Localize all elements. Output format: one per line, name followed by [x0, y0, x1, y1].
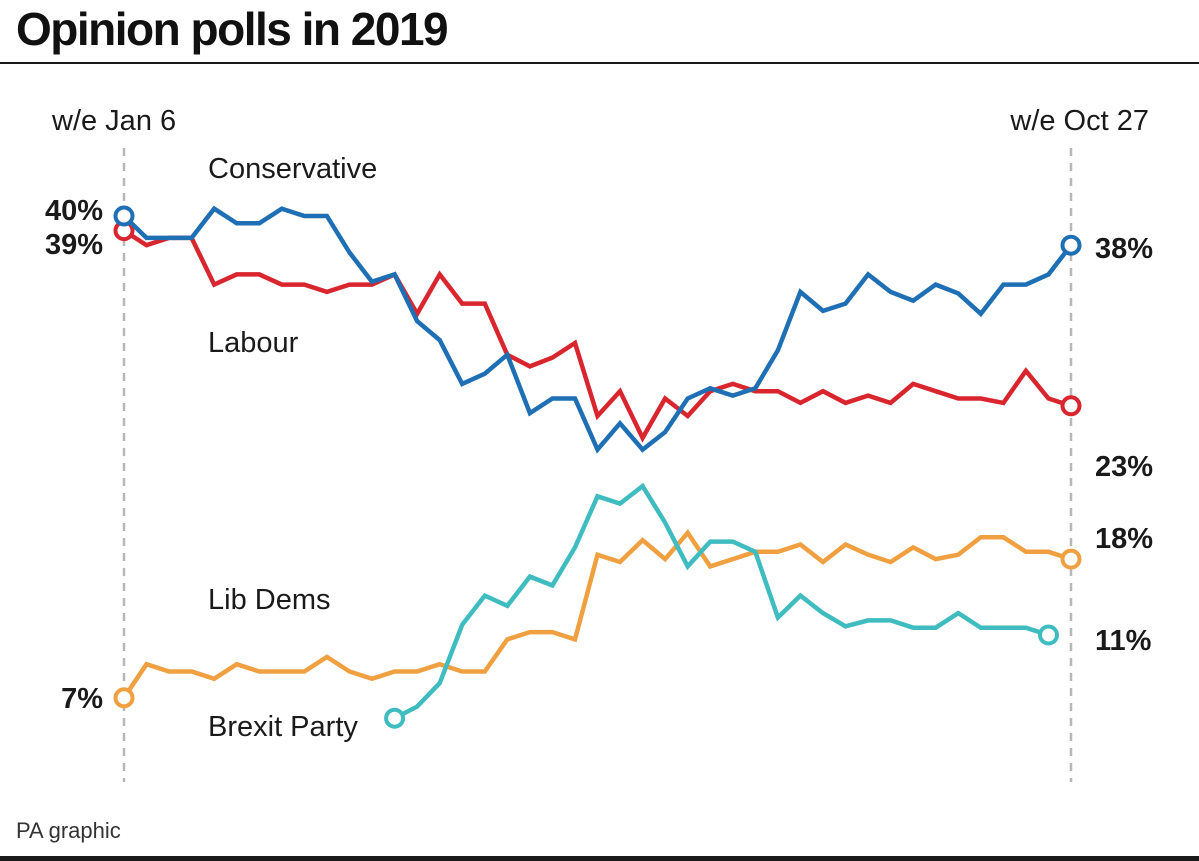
series-start-marker-brexit-party	[384, 707, 406, 729]
series-layer	[113, 205, 1082, 729]
end-week-label: w/e Oct 27	[1009, 105, 1149, 137]
series-end-marker-conservative	[1060, 234, 1082, 256]
series-start-marker-lib-dems	[113, 687, 135, 709]
series-line-conservative	[122, 205, 1073, 454]
title-divider	[0, 62, 1199, 64]
end-value-libdems: 18%	[1095, 523, 1153, 555]
series-end-marker-labour	[1060, 395, 1082, 417]
series-label-conservative: Conservative	[208, 153, 377, 185]
series-end-marker-brexit-party	[1038, 624, 1059, 646]
bottom-divider	[0, 856, 1199, 861]
series-label-brexit: Brexit Party	[208, 711, 358, 743]
start-value-libdems: 7%	[61, 683, 103, 715]
series-line-labour	[122, 228, 1072, 443]
end-value-brexit: 11%	[1095, 625, 1152, 657]
start-value-conservative: 40%	[45, 195, 103, 227]
start-week-label: w/e Jan 6	[51, 105, 176, 137]
series-line-brexit-party	[393, 482, 1050, 721]
source-credit: PA graphic	[16, 818, 121, 843]
end-value-labour: 23%	[1095, 451, 1153, 483]
series-end-marker-lib-dems	[1060, 548, 1082, 570]
start-value-labour: 39%	[45, 229, 103, 261]
end-value-conservative: 38%	[1095, 233, 1153, 265]
chart-title: Opinion polls in 2019	[16, 3, 449, 55]
series-label-labour: Labour	[208, 327, 299, 359]
series-line-lib-dems	[122, 529, 1072, 700]
series-label-libdems: Lib Dems	[208, 584, 331, 616]
series-start-marker-conservative	[113, 205, 135, 227]
